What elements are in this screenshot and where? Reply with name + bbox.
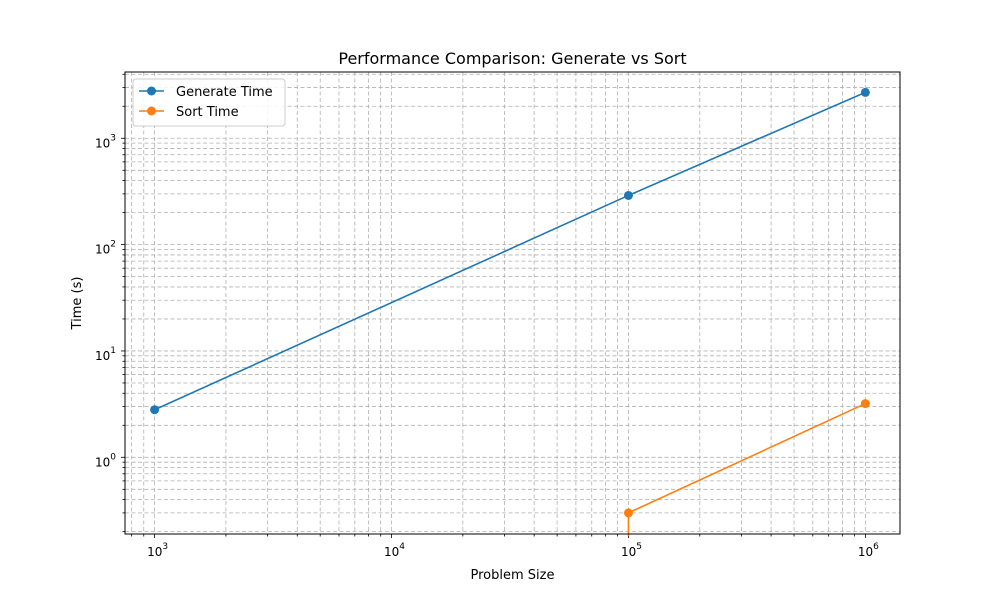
y-tick-label: 102 xyxy=(95,240,116,257)
x-tick-label: 104 xyxy=(384,542,405,559)
legend-item: Generate Time xyxy=(139,85,273,100)
y-tick-label: 101 xyxy=(95,346,116,363)
grid xyxy=(125,72,900,534)
chart-title: Performance Comparison: Generate vs Sort xyxy=(338,49,686,68)
legend-label: Generate Time xyxy=(176,85,273,100)
data-point xyxy=(623,190,633,200)
x-axis-label: Problem Size xyxy=(471,568,555,583)
plot-series xyxy=(150,87,870,536)
series-1 xyxy=(150,87,870,415)
legend-marker xyxy=(147,86,156,96)
x-tick-label: 103 xyxy=(147,542,168,559)
legend-box xyxy=(132,78,286,127)
data-point xyxy=(860,399,870,409)
series-2 xyxy=(623,399,870,536)
ticks: 103 104 105 106 100 101 102 103 xyxy=(95,73,879,559)
data-point xyxy=(623,508,633,518)
legend: Generate Time Sort Time xyxy=(132,78,286,127)
plot-frame xyxy=(124,71,901,535)
y-tick-label: 100 xyxy=(95,452,116,469)
legend-label: Sort Time xyxy=(176,105,239,120)
x-tick-label: 106 xyxy=(858,542,879,559)
legend-marker xyxy=(147,106,156,116)
x-tick-label: 105 xyxy=(621,542,642,559)
data-point xyxy=(860,87,870,97)
y-axis-label: Time (s) xyxy=(70,277,85,331)
legend-item: Sort Time xyxy=(139,105,239,120)
data-point xyxy=(150,405,160,415)
y-tick-label: 103 xyxy=(95,133,116,150)
